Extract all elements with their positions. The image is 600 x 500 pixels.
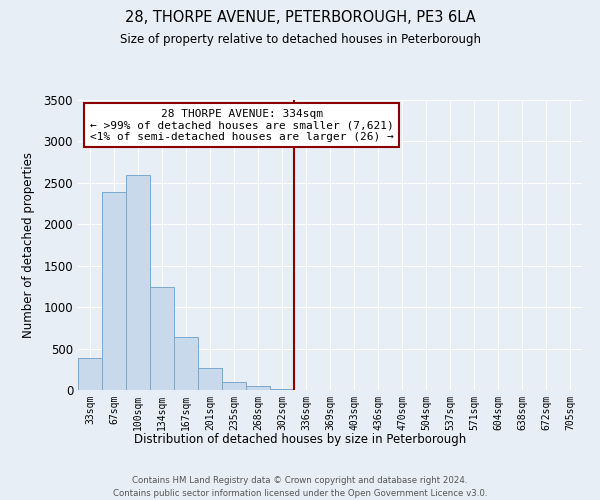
Text: 28, THORPE AVENUE, PETERBOROUGH, PE3 6LA: 28, THORPE AVENUE, PETERBOROUGH, PE3 6LA	[125, 10, 475, 25]
Text: 28 THORPE AVENUE: 334sqm
← >99% of detached houses are smaller (7,621)
<1% of se: 28 THORPE AVENUE: 334sqm ← >99% of detac…	[90, 108, 394, 142]
Bar	[270, 389, 294, 390]
Bar	[150, 288, 174, 390]
Y-axis label: Number of detached properties: Number of detached properties	[22, 152, 35, 338]
Bar	[222, 382, 246, 390]
Bar	[78, 358, 102, 390]
Text: Distribution of detached houses by size in Peterborough: Distribution of detached houses by size …	[134, 432, 466, 446]
Text: Size of property relative to detached houses in Peterborough: Size of property relative to detached ho…	[119, 32, 481, 46]
Bar	[174, 337, 198, 390]
Bar	[126, 174, 150, 390]
Bar	[198, 368, 222, 390]
Bar	[102, 192, 126, 390]
Bar	[246, 386, 270, 390]
Text: Contains HM Land Registry data © Crown copyright and database right 2024.
Contai: Contains HM Land Registry data © Crown c…	[113, 476, 487, 498]
